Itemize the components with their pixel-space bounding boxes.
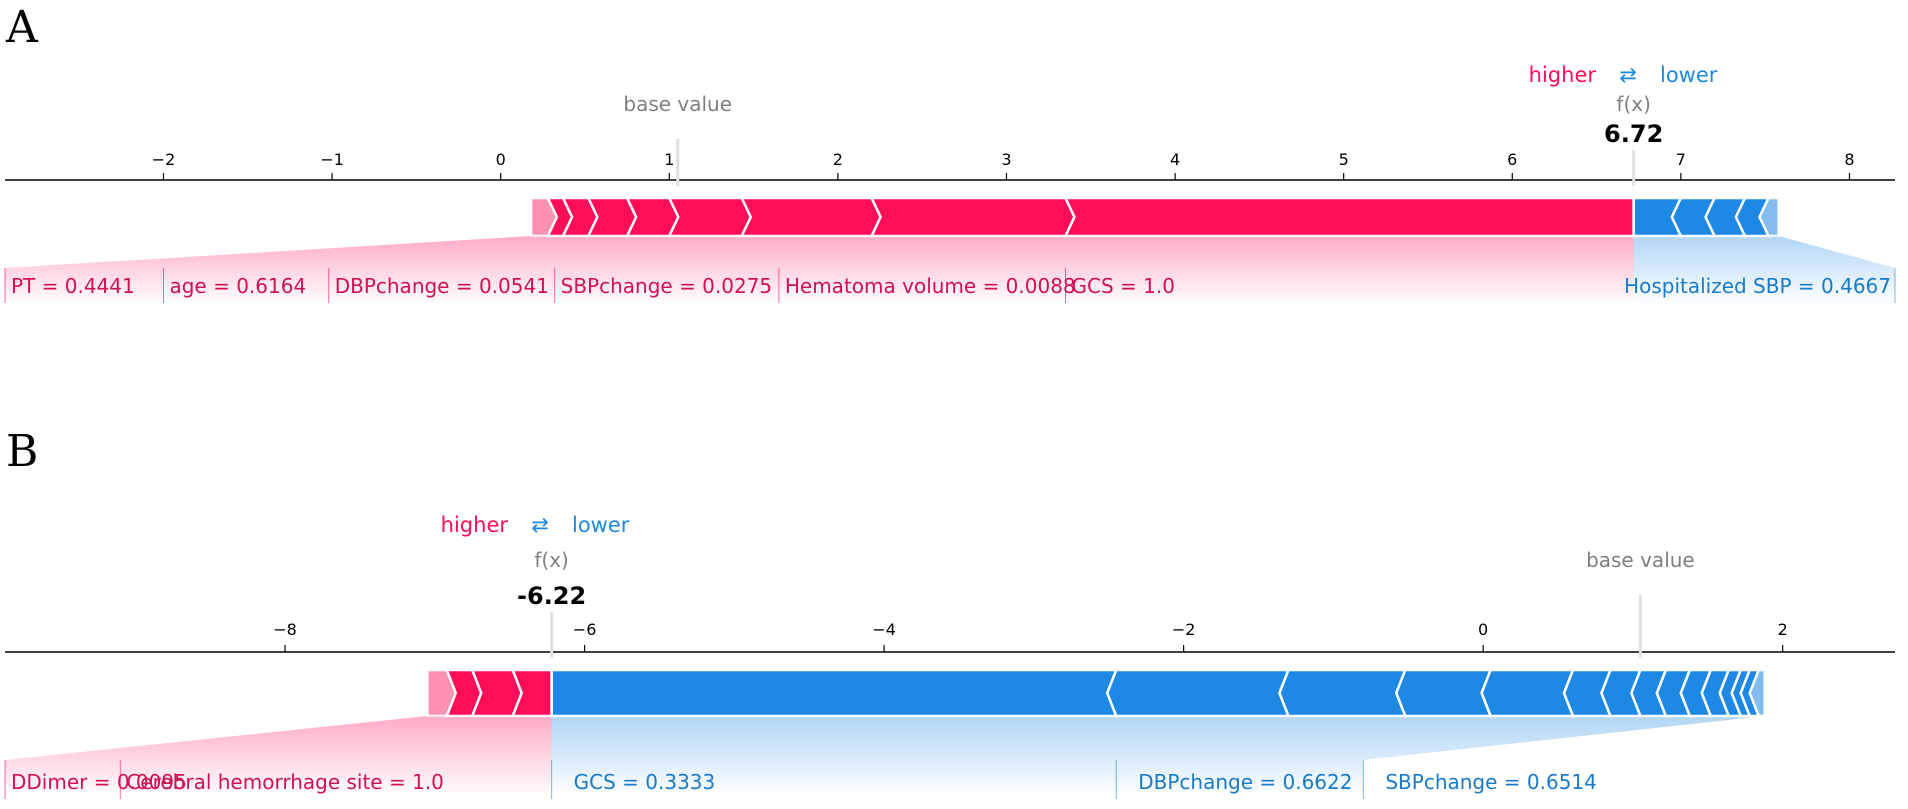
- fx-value: -6.22: [517, 582, 586, 610]
- fx-label: f(x): [534, 548, 568, 572]
- positive-feature-label: DDimer = 0.0095: [11, 770, 187, 794]
- positive-gradient-fan: [5, 236, 1634, 304]
- x-tick-label: 8: [1844, 150, 1854, 169]
- x-tick-label: 1: [664, 150, 674, 169]
- negative-segment: [1480, 668, 1575, 718]
- positive-feature-label: Cerebral hemorrhage site = 1.0: [126, 770, 444, 794]
- x-tick-label: 5: [1339, 150, 1349, 169]
- x-tick-label: 2: [833, 150, 843, 169]
- positive-feature-label: age = 0.6164: [169, 274, 306, 298]
- positive-feature-label: PT = 0.4441: [11, 274, 135, 298]
- x-tick-label: 0: [1478, 620, 1488, 639]
- positive-segment: [667, 196, 753, 238]
- x-tick-label: 6: [1507, 150, 1517, 169]
- legend-arrow-icon: ⇄: [531, 513, 549, 537]
- negative-segment: [1748, 668, 1766, 718]
- x-tick-label: 2: [1778, 620, 1788, 639]
- negative-segment: [1278, 668, 1408, 718]
- negative-segment: [550, 668, 1119, 718]
- force-plot-b: B −8 −6 −4 −2 0 2 base value f(x) -6.22 higher ⇄ lo…: [0, 400, 1908, 805]
- negative-segment: [1758, 196, 1780, 238]
- x-tick-label: −2: [1172, 620, 1196, 639]
- force-plot-a-svg: −2 −1 0 1 2 3 4 5 6 7 8 base value f(x) 6.72 higher ⇄ lo…: [4, 63, 1896, 304]
- x-tick-label: 3: [1001, 150, 1011, 169]
- positive-gradient-fan: [5, 716, 552, 796]
- negative-gradient-fan: [1633, 236, 1895, 304]
- legend-higher: higher: [1529, 63, 1597, 87]
- legend-lower: lower: [1660, 63, 1718, 87]
- fx-label: f(x): [1616, 92, 1650, 116]
- fx-value: 6.72: [1604, 120, 1663, 148]
- force-plot-b-svg: −8 −6 −4 −2 0 2 base value f(x) -6.22 higher ⇄ lowe…: [4, 513, 1895, 799]
- legend-lower: lower: [572, 513, 630, 537]
- legend-arrow-icon: ⇄: [1619, 63, 1637, 87]
- positive-segment: [739, 196, 882, 238]
- positive-feature-label: DBPchange = 0.0541: [335, 274, 549, 298]
- negative-feature-label: SBPchange = 0.6514: [1385, 770, 1597, 794]
- x-tick-label: 7: [1676, 150, 1686, 169]
- negative-feature-label: Hospitalized SBP = 0.4667: [1624, 274, 1891, 298]
- positive-feature-label: SBPchange = 0.0275: [561, 274, 773, 298]
- positive-feature-label: GCS = 1.0: [1071, 274, 1174, 298]
- negative-segment: [1105, 668, 1291, 718]
- x-tick-label: 4: [1170, 150, 1180, 169]
- panel-label-b: B: [6, 426, 39, 477]
- negative-segment: [1394, 668, 1493, 718]
- base-value-label: base value: [623, 92, 732, 116]
- positive-segment: [1063, 196, 1635, 238]
- negative-feature-label: DBPchange = 0.6622: [1138, 770, 1352, 794]
- x-tick-label: −6: [573, 620, 597, 639]
- x-tick-label: −1: [320, 150, 344, 169]
- x-tick-label: 0: [496, 150, 506, 169]
- legend-higher: higher: [441, 513, 509, 537]
- negative-gradient-fan: [551, 716, 1765, 796]
- negative-feature-label: GCS = 0.3333: [574, 770, 716, 794]
- positive-segment: [869, 196, 1076, 238]
- x-tick-label: −2: [152, 150, 176, 169]
- panel-label-a: A: [6, 2, 38, 53]
- x-tick-label: −8: [273, 620, 297, 639]
- x-tick-label: −4: [872, 620, 896, 639]
- positive-feature-label: Hematoma volume = 0.0088: [785, 274, 1076, 298]
- base-value-label: base value: [1586, 548, 1695, 572]
- force-plot-a: A −2 −1 0 1 2 3 4 5 6 7 8 base value f(x) 6.72 higher ⇄…: [0, 0, 1908, 400]
